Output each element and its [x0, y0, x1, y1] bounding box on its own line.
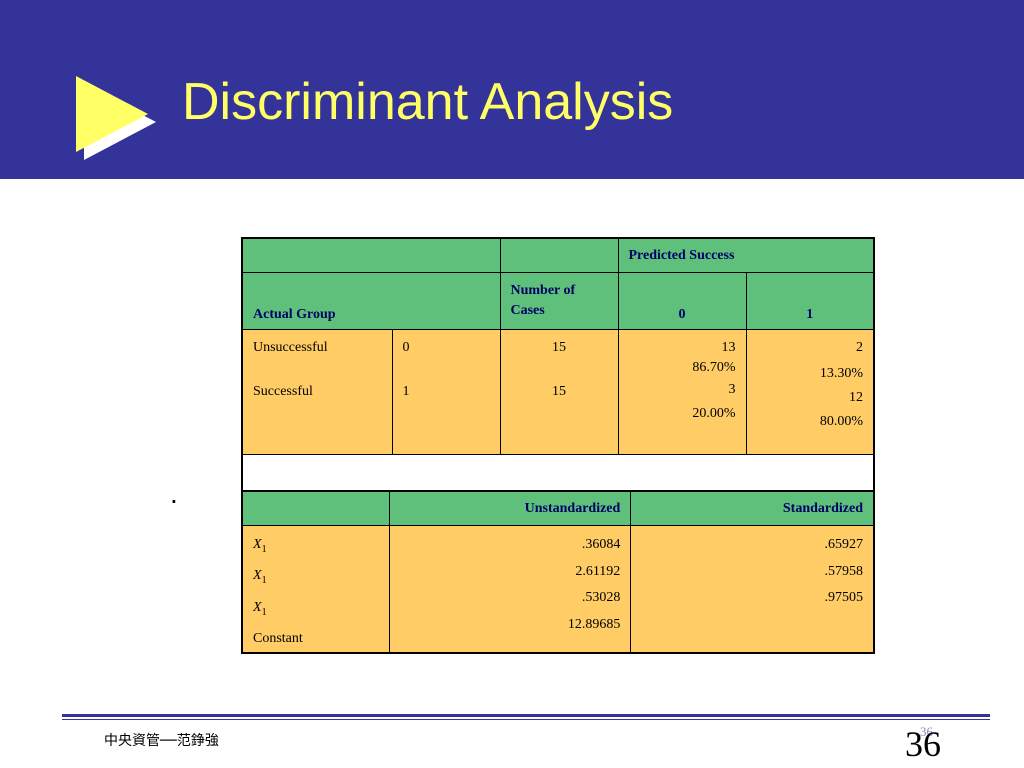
code-cell: 0 1 — [391, 329, 501, 455]
predicted-header: Predicted Success — [617, 237, 875, 273]
pred1-pct: 13.30% — [819, 366, 863, 381]
pred1-cell: 2 13.30% 12 80.00% — [745, 329, 875, 455]
cases-cell: 15 15 — [499, 329, 619, 455]
pred1-count: 2 — [856, 340, 863, 355]
std-value: .57958 — [824, 563, 864, 579]
unstd-value: .36084 — [581, 537, 621, 552]
blank-header-cell — [241, 490, 391, 526]
page-number-shadow: 36 — [920, 724, 933, 739]
footer-rule-thin — [62, 719, 990, 720]
pred0-count: 13 — [721, 340, 736, 355]
variable-label: X1 — [253, 568, 267, 587]
case-count: 15 — [552, 340, 566, 355]
pred0-pct: 86.70% — [692, 360, 736, 375]
pred1-header: 1 — [745, 272, 875, 330]
pred1-pct: 80.00% — [819, 414, 863, 429]
variable-cell: X1 X1 X1 Constant — [241, 525, 391, 654]
pred0-cell: 13 86.70% 3 20.00% — [617, 329, 747, 455]
variable-label: Constant — [253, 630, 303, 646]
group-label: Unsuccessful — [253, 340, 328, 355]
empty-footer-row — [241, 454, 875, 509]
pred1-count: 12 — [849, 390, 863, 405]
standardized-header: Standardized — [630, 490, 875, 526]
classification-table: Predicted Success Actual Group Number of… — [241, 237, 875, 509]
footer-rule — [62, 714, 990, 717]
pred0-pct: 20.00% — [692, 406, 736, 421]
bullet: . — [170, 478, 178, 509]
group-code: 0 — [402, 340, 410, 355]
coefficients-table: Unstandardized Standardized X1 X1 X1 Con… — [241, 490, 875, 655]
case-count: 15 — [552, 384, 566, 399]
variable-label: X1 — [253, 537, 267, 555]
footer-author: 中央資管──范錚強 — [104, 733, 219, 749]
group-code: 1 — [402, 384, 410, 399]
pred0-header: 0 — [617, 272, 747, 330]
slide-title: Discriminant Analysis — [182, 73, 674, 131]
unstd-value: .53028 — [581, 590, 621, 605]
play-arrow-icon — [76, 76, 156, 160]
unstandardized-header: Unstandardized — [389, 490, 632, 526]
std-value: .97505 — [824, 590, 864, 605]
blank-header-cell — [499, 237, 619, 273]
unstd-value: 2.61192 — [575, 563, 621, 579]
actual-group-header: Actual Group — [241, 272, 501, 330]
unstandardized-cell: .36084 2.61192 .53028 12.89685 — [389, 525, 632, 654]
unstd-value: 12.89685 — [567, 616, 621, 632]
std-value: .65927 — [824, 537, 864, 552]
page-number: 36 — [905, 724, 941, 764]
standardized-cell: .65927 .57958 .97505 — [630, 525, 875, 654]
variable-label: X1 — [253, 599, 267, 618]
group-cell: Unsuccessful Successful — [241, 329, 393, 455]
cases-header: Number of Cases — [499, 272, 619, 330]
title-banner: Discriminant Analysis — [0, 0, 1024, 179]
blank-header-cell — [241, 237, 501, 273]
pred0-count: 3 — [728, 382, 736, 397]
group-label: Successful — [253, 384, 313, 399]
